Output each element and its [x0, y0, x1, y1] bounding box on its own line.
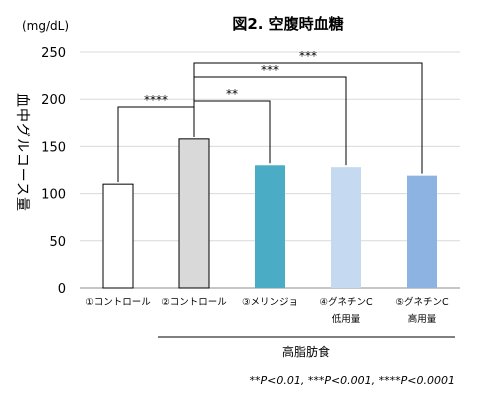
y-axis-label: 血中グルコース量	[14, 93, 30, 212]
y-tick-label: 150	[41, 140, 66, 155]
group-label: 高脂肪食	[282, 344, 330, 359]
bar	[178, 138, 210, 289]
significance-brackets: **** ********	[117, 49, 423, 183]
bar	[407, 175, 437, 288]
y-tick-label: 250	[41, 46, 66, 61]
significance-label: ***	[299, 49, 317, 63]
category-sublabel: 高用量	[408, 313, 437, 325]
category-sublabel: 低用量	[332, 313, 361, 325]
category-label: ⑤グネチンC	[395, 296, 449, 308]
significance-label: ****	[144, 93, 168, 107]
y-tick-label: 0	[58, 282, 66, 297]
category-label: ①コントロール	[85, 297, 151, 308]
category-label: ②コントロール	[161, 297, 227, 308]
significance-label: **	[226, 87, 238, 101]
significance-bracket	[193, 62, 423, 174]
y-tick-label: 100	[41, 188, 66, 203]
significance-label: ***	[261, 63, 279, 77]
bar	[255, 165, 285, 288]
bar	[331, 167, 361, 288]
y-ticks: 0 50 100 150 200 250	[41, 46, 66, 297]
category-label: ④グネチンC	[319, 296, 373, 308]
category-label: ③メリンジョ	[242, 297, 298, 308]
y-tick-label: 200	[41, 93, 66, 108]
unit-label: (mg/dL)	[22, 19, 69, 33]
y-tick-label: 50	[49, 235, 66, 250]
bar	[102, 183, 134, 289]
category-labels: ①コントロール ②コントロール ③メリンジョ ④グネチンC 低用量 ⑤グネチンC 高用量	[85, 296, 449, 325]
bars	[102, 138, 437, 289]
chart-title: 図2. 空腹時血糖	[232, 15, 343, 33]
footnote: **P<0.01, ***P<0.001, ****P<0.0001	[249, 374, 455, 387]
